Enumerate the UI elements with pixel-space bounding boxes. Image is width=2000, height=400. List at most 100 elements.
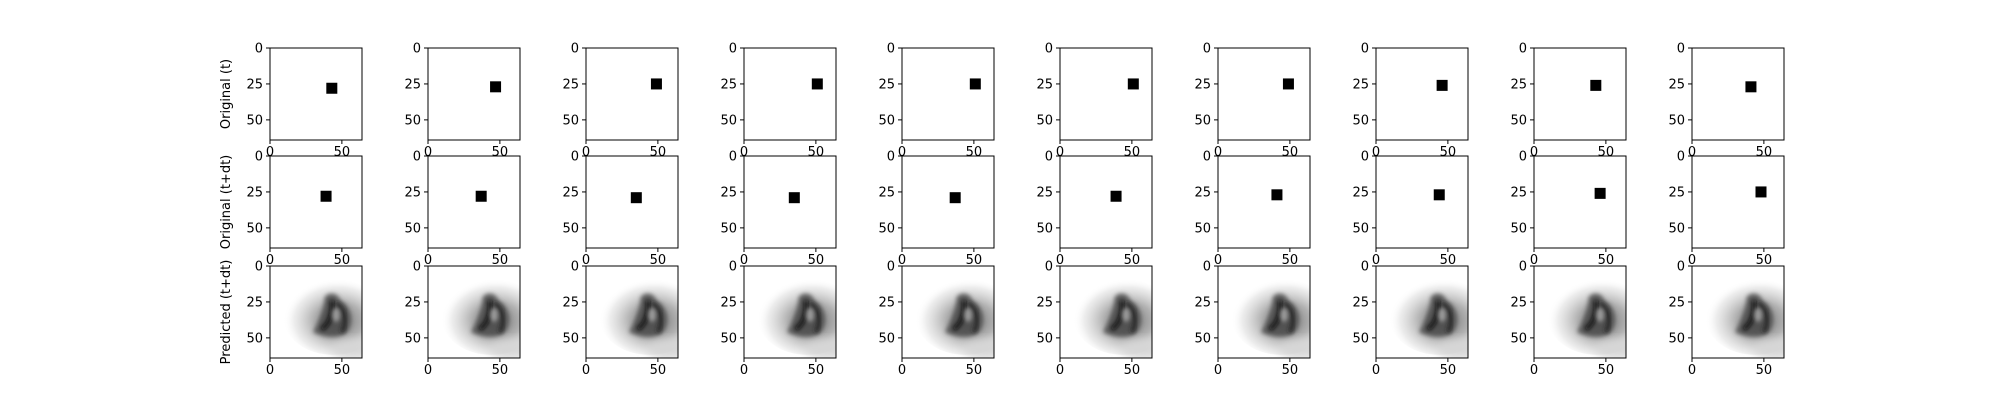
- y-tick-label: 25: [1668, 185, 1685, 200]
- panel-frame: [585, 265, 679, 359]
- y-tick-label: 25: [1352, 77, 1369, 92]
- blob-edge-stroke: [1283, 301, 1295, 333]
- x-tick-label: 0: [1530, 363, 1538, 378]
- square-marker: [811, 78, 823, 90]
- panel-content: [1231, 278, 1310, 358]
- x-tick-label: 0: [1530, 145, 1538, 160]
- y-tick-label: 0: [413, 150, 421, 165]
- y-tick-label: 25: [1036, 185, 1053, 200]
- panel-frame: [1691, 47, 1785, 141]
- y-tick-label: 50: [878, 221, 895, 236]
- panel-background: [586, 48, 678, 140]
- y-tick-label: 50: [562, 221, 579, 236]
- panel-content: [650, 78, 662, 90]
- blob-core-stroke: [794, 300, 809, 331]
- panel-content: [441, 278, 520, 358]
- square-marker: [949, 192, 961, 204]
- x-tick-label: 0: [1214, 253, 1222, 268]
- panel-grid: Original (t) 0 25 50 0 50 0 25 50 0 50 0 25 50 0 50 0 25 5…: [219, 42, 1785, 378]
- panel-background: [1534, 48, 1626, 140]
- y-tick-label: 50: [246, 113, 263, 128]
- blob-inner-light: [964, 307, 973, 322]
- y-tick-label: 25: [246, 185, 263, 200]
- x-tick-label: 0: [1214, 363, 1222, 378]
- x-tick-label: 50: [650, 363, 667, 378]
- y-tick-label: 0: [1361, 42, 1369, 57]
- x-tick-label: 50: [650, 253, 667, 268]
- panel-background: [1534, 156, 1626, 248]
- panel-content: [1755, 186, 1767, 198]
- y-tick-label: 25: [1510, 185, 1527, 200]
- blob-core-stroke: [1584, 300, 1599, 331]
- y-tick-label: 25: [1510, 77, 1527, 92]
- y-tick-label: 25: [878, 77, 895, 92]
- blob-inner-light: [1438, 307, 1447, 322]
- y-tick-label: 0: [413, 260, 421, 275]
- blob-inner-light: [1596, 307, 1605, 322]
- y-tick-label: 0: [887, 260, 895, 275]
- x-tick-label: 50: [1282, 253, 1299, 268]
- panel-frame: [585, 47, 679, 141]
- y-tick-label: 25: [1036, 295, 1053, 310]
- panel-content: [949, 192, 961, 204]
- panel-frame: [1375, 47, 1469, 141]
- y-tick-label: 25: [1194, 295, 1211, 310]
- x-tick-label: 0: [424, 363, 432, 378]
- blob-shadow: [1279, 339, 1310, 358]
- panel-content: [599, 278, 678, 358]
- panel-content: [788, 192, 800, 204]
- y-tick-label: 50: [720, 113, 737, 128]
- y-tick-label: 25: [1036, 77, 1053, 92]
- x-tick-label: 0: [740, 363, 748, 378]
- panel-content: [969, 78, 981, 90]
- y-tick-label: 0: [1045, 42, 1053, 57]
- panel-content: [757, 278, 836, 358]
- x-tick-label: 50: [1440, 253, 1457, 268]
- x-tick-label: 50: [1598, 253, 1615, 268]
- panel-frame: [1059, 265, 1153, 359]
- x-tick-label: 50: [334, 363, 351, 378]
- blob-edge-stroke: [1757, 301, 1769, 333]
- x-tick-label: 0: [424, 253, 432, 268]
- y-tick-label: 0: [729, 260, 737, 275]
- x-tick-label: 50: [808, 253, 825, 268]
- blob-shadow: [1595, 339, 1626, 358]
- y-tick-label: 25: [1194, 77, 1211, 92]
- panel-frame: [269, 47, 363, 141]
- y-tick-label: 25: [878, 295, 895, 310]
- panel-frame: [427, 155, 521, 249]
- y-tick-label: 50: [1036, 221, 1053, 236]
- panel-content: [475, 190, 487, 202]
- y-tick-label: 25: [1668, 295, 1685, 310]
- panel-content: [326, 82, 338, 94]
- x-tick-label: 50: [1124, 253, 1141, 268]
- x-tick-label: 50: [492, 253, 509, 268]
- y-tick-label: 25: [246, 77, 263, 92]
- panel-background: [1692, 48, 1784, 140]
- y-tick-label: 50: [1510, 331, 1527, 346]
- y-tick-label: 0: [255, 150, 263, 165]
- panel-frame: [1217, 47, 1311, 141]
- y-tick-label: 25: [562, 77, 579, 92]
- blob-edge-stroke: [493, 301, 505, 333]
- x-tick-label: 0: [1688, 253, 1696, 268]
- y-tick-label: 50: [720, 331, 737, 346]
- x-tick-label: 0: [1688, 145, 1696, 160]
- x-tick-label: 50: [808, 363, 825, 378]
- panel-frame: [427, 47, 521, 141]
- panel-content: [915, 278, 994, 358]
- y-tick-label: 50: [1194, 113, 1211, 128]
- y-tick-label: 0: [1677, 260, 1685, 275]
- x-tick-label: 0: [1372, 145, 1380, 160]
